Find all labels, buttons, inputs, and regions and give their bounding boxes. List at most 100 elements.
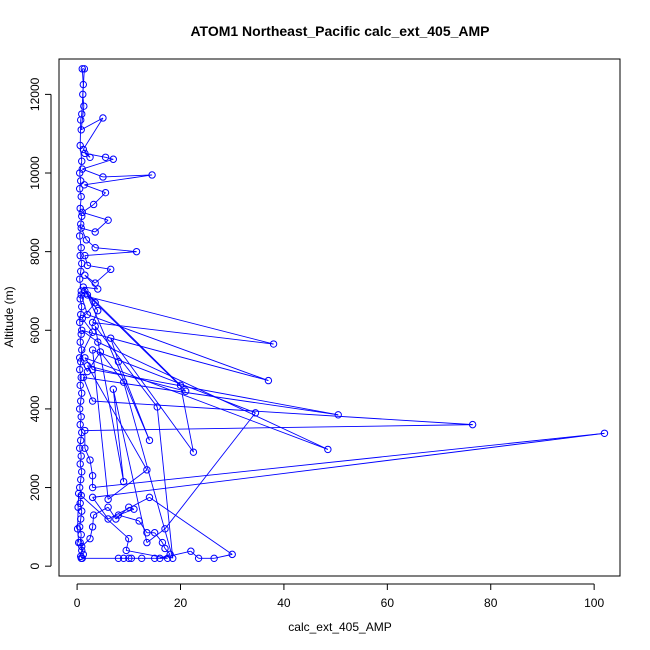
data-point [78, 212, 86, 220]
data-point [189, 448, 198, 456]
series-segment [92, 349, 256, 414]
series-segment [79, 224, 82, 236]
data-point [81, 251, 89, 260]
series-segment [107, 469, 148, 500]
data-point [78, 326, 86, 334]
series-segment [100, 351, 124, 383]
data-point [77, 192, 85, 201]
series-segment [164, 412, 256, 530]
data-point [77, 436, 85, 445]
data-point [107, 265, 115, 274]
series-segment [126, 550, 168, 559]
data-point [161, 544, 169, 553]
data-point [88, 328, 97, 336]
data-point [156, 554, 164, 563]
series-segment [80, 471, 83, 480]
series-segment [79, 369, 82, 378]
series-segment [79, 377, 82, 386]
axes: 0 20 40 60 80 100 0 2000 4000 6000 8000 10000 12000 [28, 77, 604, 610]
data-point [104, 515, 112, 523]
data-point [78, 314, 86, 323]
data-point [161, 525, 169, 533]
data-point [83, 291, 92, 299]
series-segment [82, 158, 114, 170]
data-point [107, 334, 115, 342]
data-point [75, 523, 84, 531]
series-segment [92, 497, 109, 520]
series-segment [93, 192, 106, 205]
data-point [88, 318, 97, 327]
data-point [145, 436, 154, 445]
data-point [76, 338, 84, 346]
series-segment [105, 156, 114, 160]
data-point [150, 554, 159, 563]
data-point [135, 517, 143, 525]
series-segment [164, 548, 171, 555]
series-segment [82, 204, 94, 213]
chart-title: ATOM1 Northeast_Pacific calc_ext_405_AMP [190, 23, 489, 39]
series-segment [84, 290, 99, 311]
data-point [148, 171, 156, 179]
x-tick-label: 40 [277, 596, 291, 610]
plot-frame [58, 58, 621, 577]
data-point [104, 216, 112, 224]
series-segment [149, 496, 233, 555]
series-segment [87, 294, 150, 441]
series-segment [80, 511, 83, 520]
data-point [81, 287, 89, 295]
data-point [76, 251, 84, 260]
data-point [80, 65, 89, 73]
data-point [77, 244, 85, 252]
series-segment [110, 337, 194, 453]
data-point [104, 495, 112, 504]
data-point [91, 244, 99, 252]
data-point [112, 515, 120, 523]
series-segment [79, 196, 82, 209]
series-segment [97, 341, 329, 450]
series-segment [79, 456, 82, 465]
data-point [101, 153, 110, 161]
data-point [88, 472, 97, 480]
data-point [145, 493, 154, 502]
series-segment [84, 184, 106, 194]
data-point [75, 444, 84, 452]
series-segment [82, 211, 109, 221]
series-segment [79, 255, 83, 264]
data-point [94, 306, 102, 315]
series-segment [79, 188, 82, 197]
data-point [127, 554, 136, 563]
series-segment [79, 385, 83, 394]
data-point [88, 483, 97, 492]
data-point [169, 554, 177, 563]
series-segment [79, 448, 82, 457]
data-point [176, 381, 185, 390]
series-segment [112, 389, 148, 543]
data-point [83, 361, 92, 370]
data-point [77, 126, 85, 134]
data-point [88, 346, 97, 354]
data-point [88, 523, 97, 531]
y-tick-label: 8000 [28, 238, 42, 265]
data-point [76, 141, 84, 150]
series-segment [80, 393, 83, 402]
data-point [143, 538, 151, 547]
data-point [94, 285, 102, 293]
data-point [94, 338, 102, 346]
data-point [99, 114, 107, 122]
series-segment [79, 463, 83, 472]
data-point [81, 444, 89, 452]
data-point [78, 302, 86, 311]
data-point [89, 200, 98, 209]
data-point [83, 367, 92, 376]
data-point [78, 428, 86, 437]
data-point [81, 354, 89, 362]
y-tick-label: 0 [28, 563, 42, 570]
data-point [77, 177, 85, 185]
y-tick-label: 6000 [28, 317, 42, 344]
series-segment [95, 247, 137, 253]
series-segment [190, 550, 199, 559]
series-segment [81, 538, 91, 547]
data-point [91, 299, 99, 307]
data-point [79, 80, 88, 89]
series-segment [79, 534, 82, 543]
